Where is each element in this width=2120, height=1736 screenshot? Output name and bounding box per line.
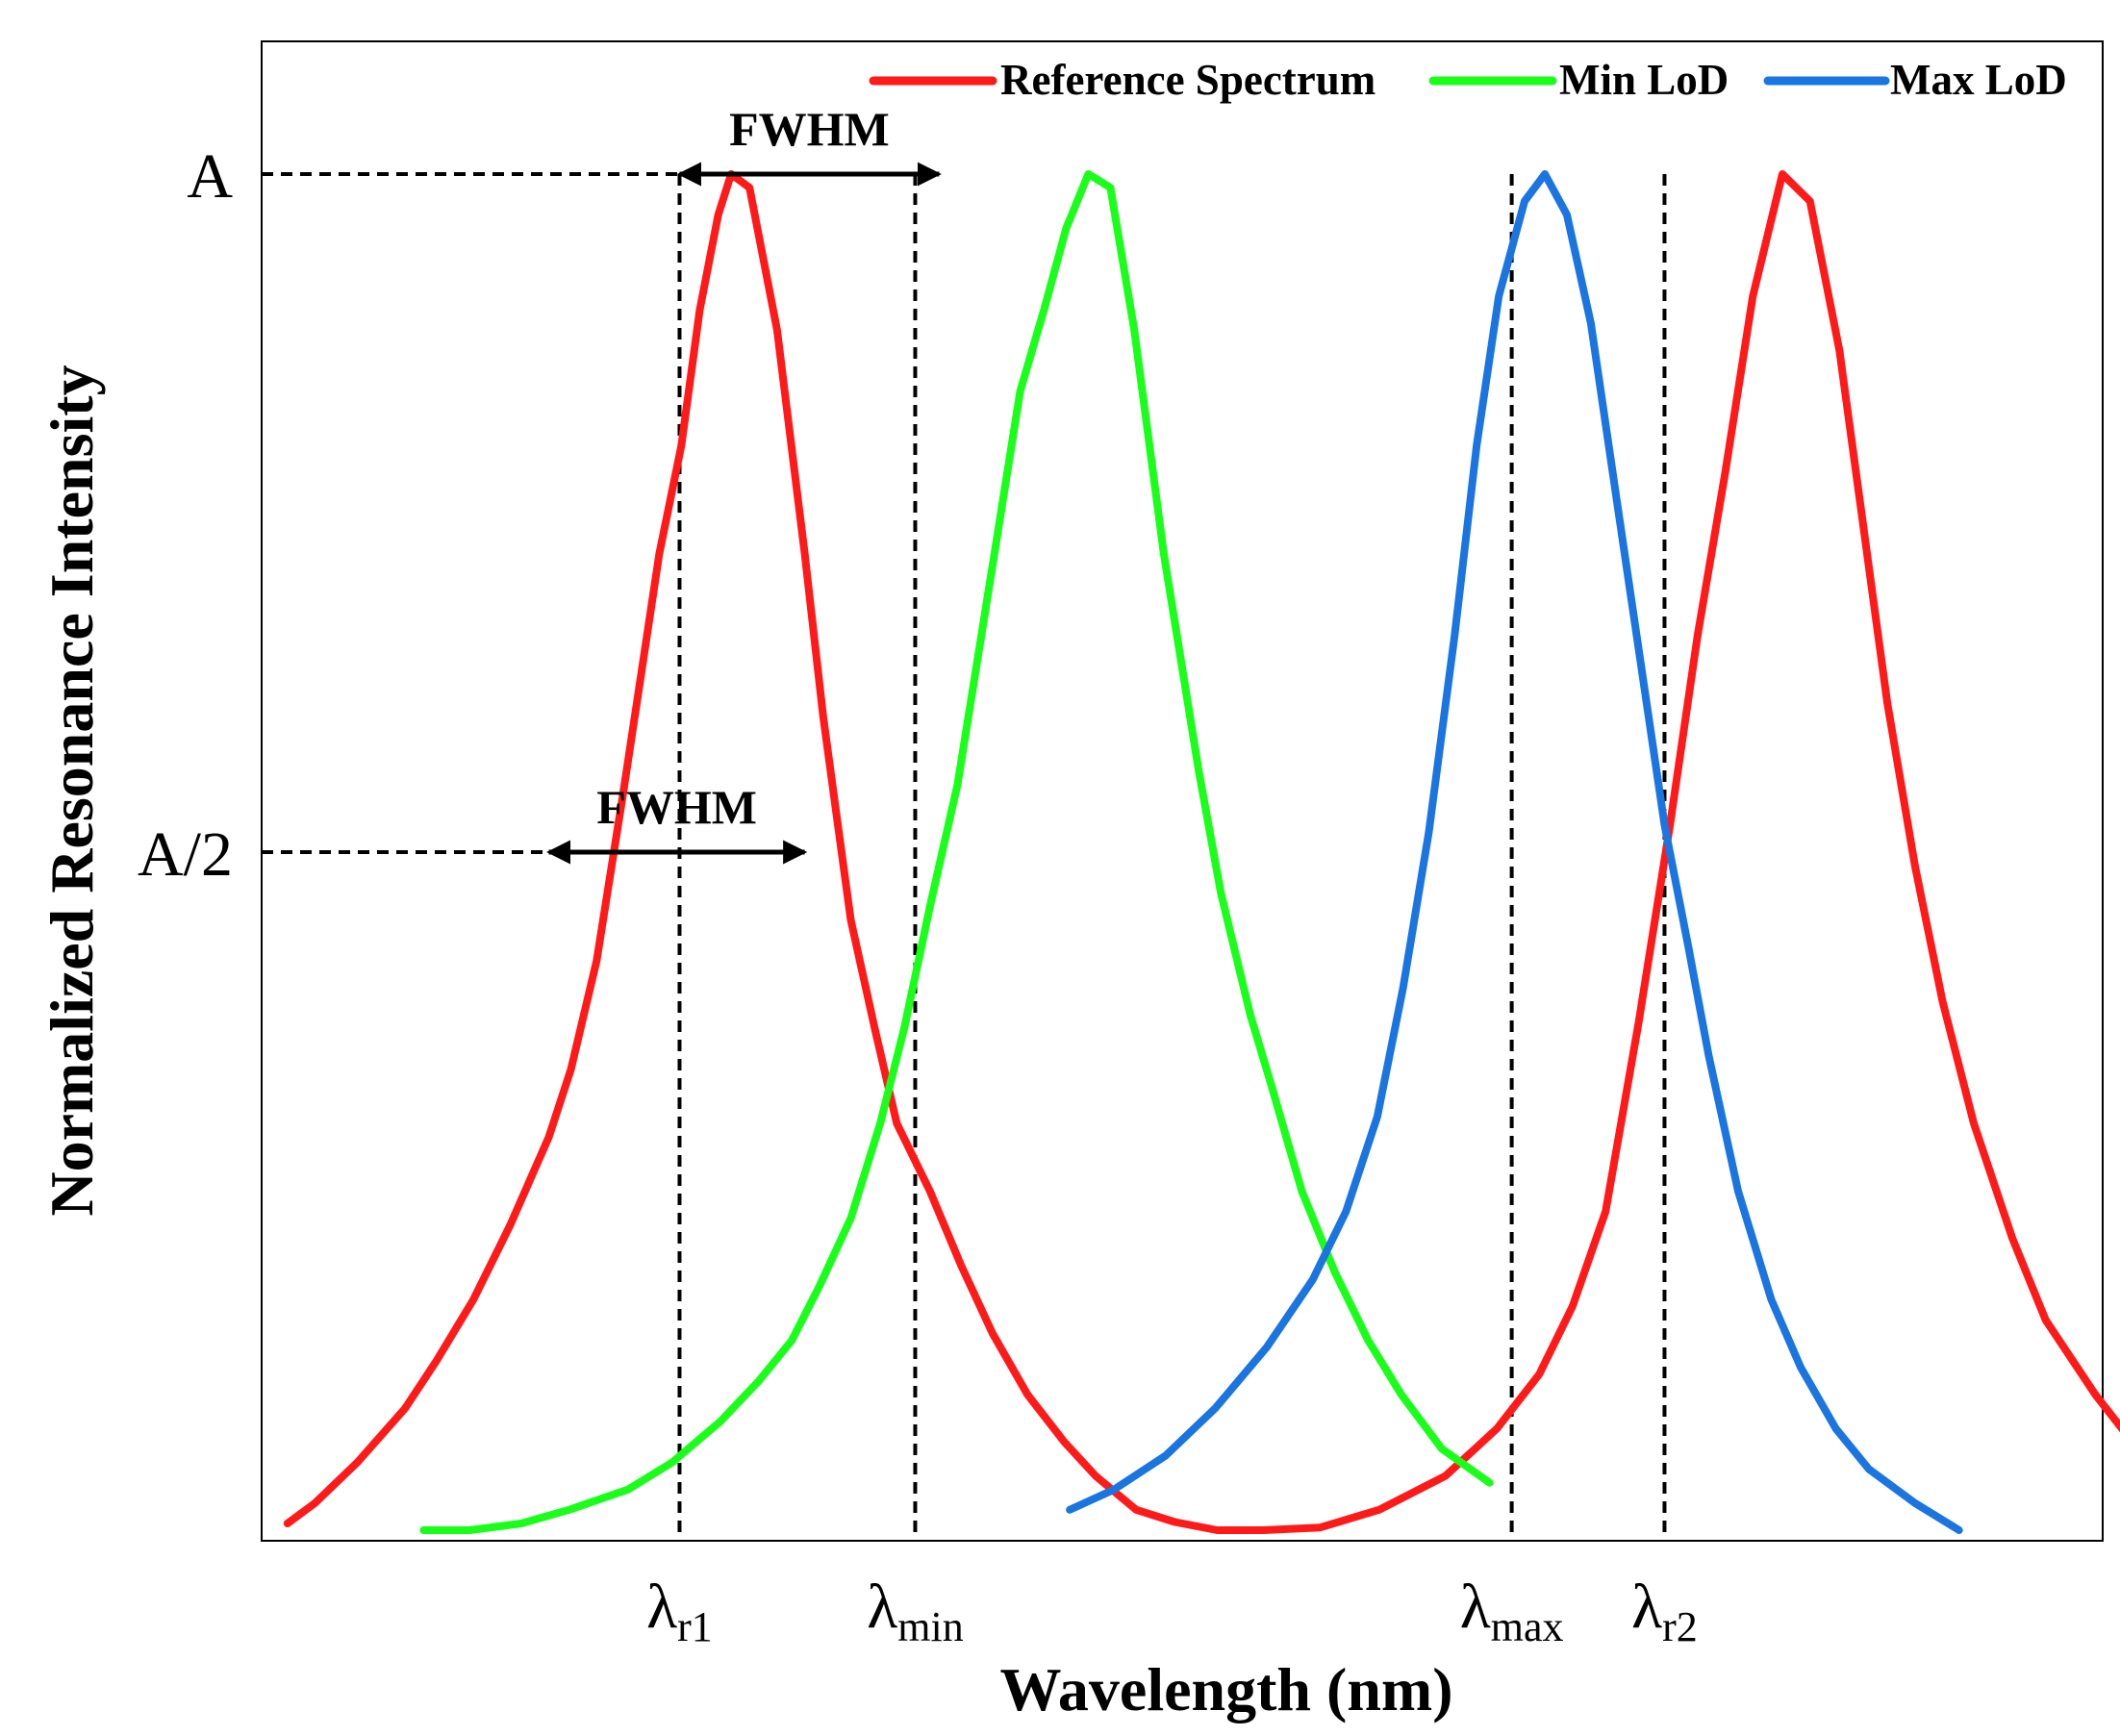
lambda-subscript: min <box>897 1603 963 1650</box>
lambda-subscript: r1 <box>677 1603 713 1650</box>
lambda-subscript: max <box>1491 1603 1564 1650</box>
plot-frame <box>261 40 2104 1542</box>
y-tick-labels: A A/2 <box>138 141 233 890</box>
x-marker-labels: λr1 λmin λmax λr2 <box>646 1572 1698 1650</box>
lambda-symbol: λ <box>867 1572 897 1642</box>
y-tick-label-2: A/2 <box>138 819 233 890</box>
y-axis-label: Normalized Resonance Intensity <box>38 365 106 1216</box>
x-marker-label-4: λr2 <box>1631 1572 1698 1650</box>
x-axis-label: Wavelength (nm) <box>999 1655 1452 1723</box>
series-lines <box>283 170 2120 1534</box>
lambda-symbol: λ <box>1460 1572 1491 1642</box>
lambda-symbol: λ <box>646 1572 677 1642</box>
fwhm-label-1: FWHM <box>729 102 890 156</box>
legend-label-3: Max LoD <box>1890 56 2067 104</box>
legend-label-1: Reference Spectrum <box>1000 56 1375 104</box>
legend: Reference Spectrum Min LoD Max LoD <box>869 56 2067 104</box>
x-marker-label-1: λr1 <box>646 1572 713 1650</box>
lambda-subscript: r2 <box>1662 1603 1698 1650</box>
x-marker-label-2: λmin <box>867 1572 963 1650</box>
series-line-2 <box>419 170 1494 1534</box>
x-marker-label-3: λmax <box>1460 1572 1564 1650</box>
legend-label-2: Min LoD <box>1559 56 1729 104</box>
fwhm-arrows: FWHM FWHM <box>546 102 942 865</box>
guide-lines <box>262 172 1667 1541</box>
series-line-3 <box>1066 170 1963 1534</box>
y-tick-label-1: A <box>187 141 233 212</box>
lambda-symbol: λ <box>1631 1572 1662 1642</box>
fwhm-label-2: FWHM <box>596 780 757 834</box>
